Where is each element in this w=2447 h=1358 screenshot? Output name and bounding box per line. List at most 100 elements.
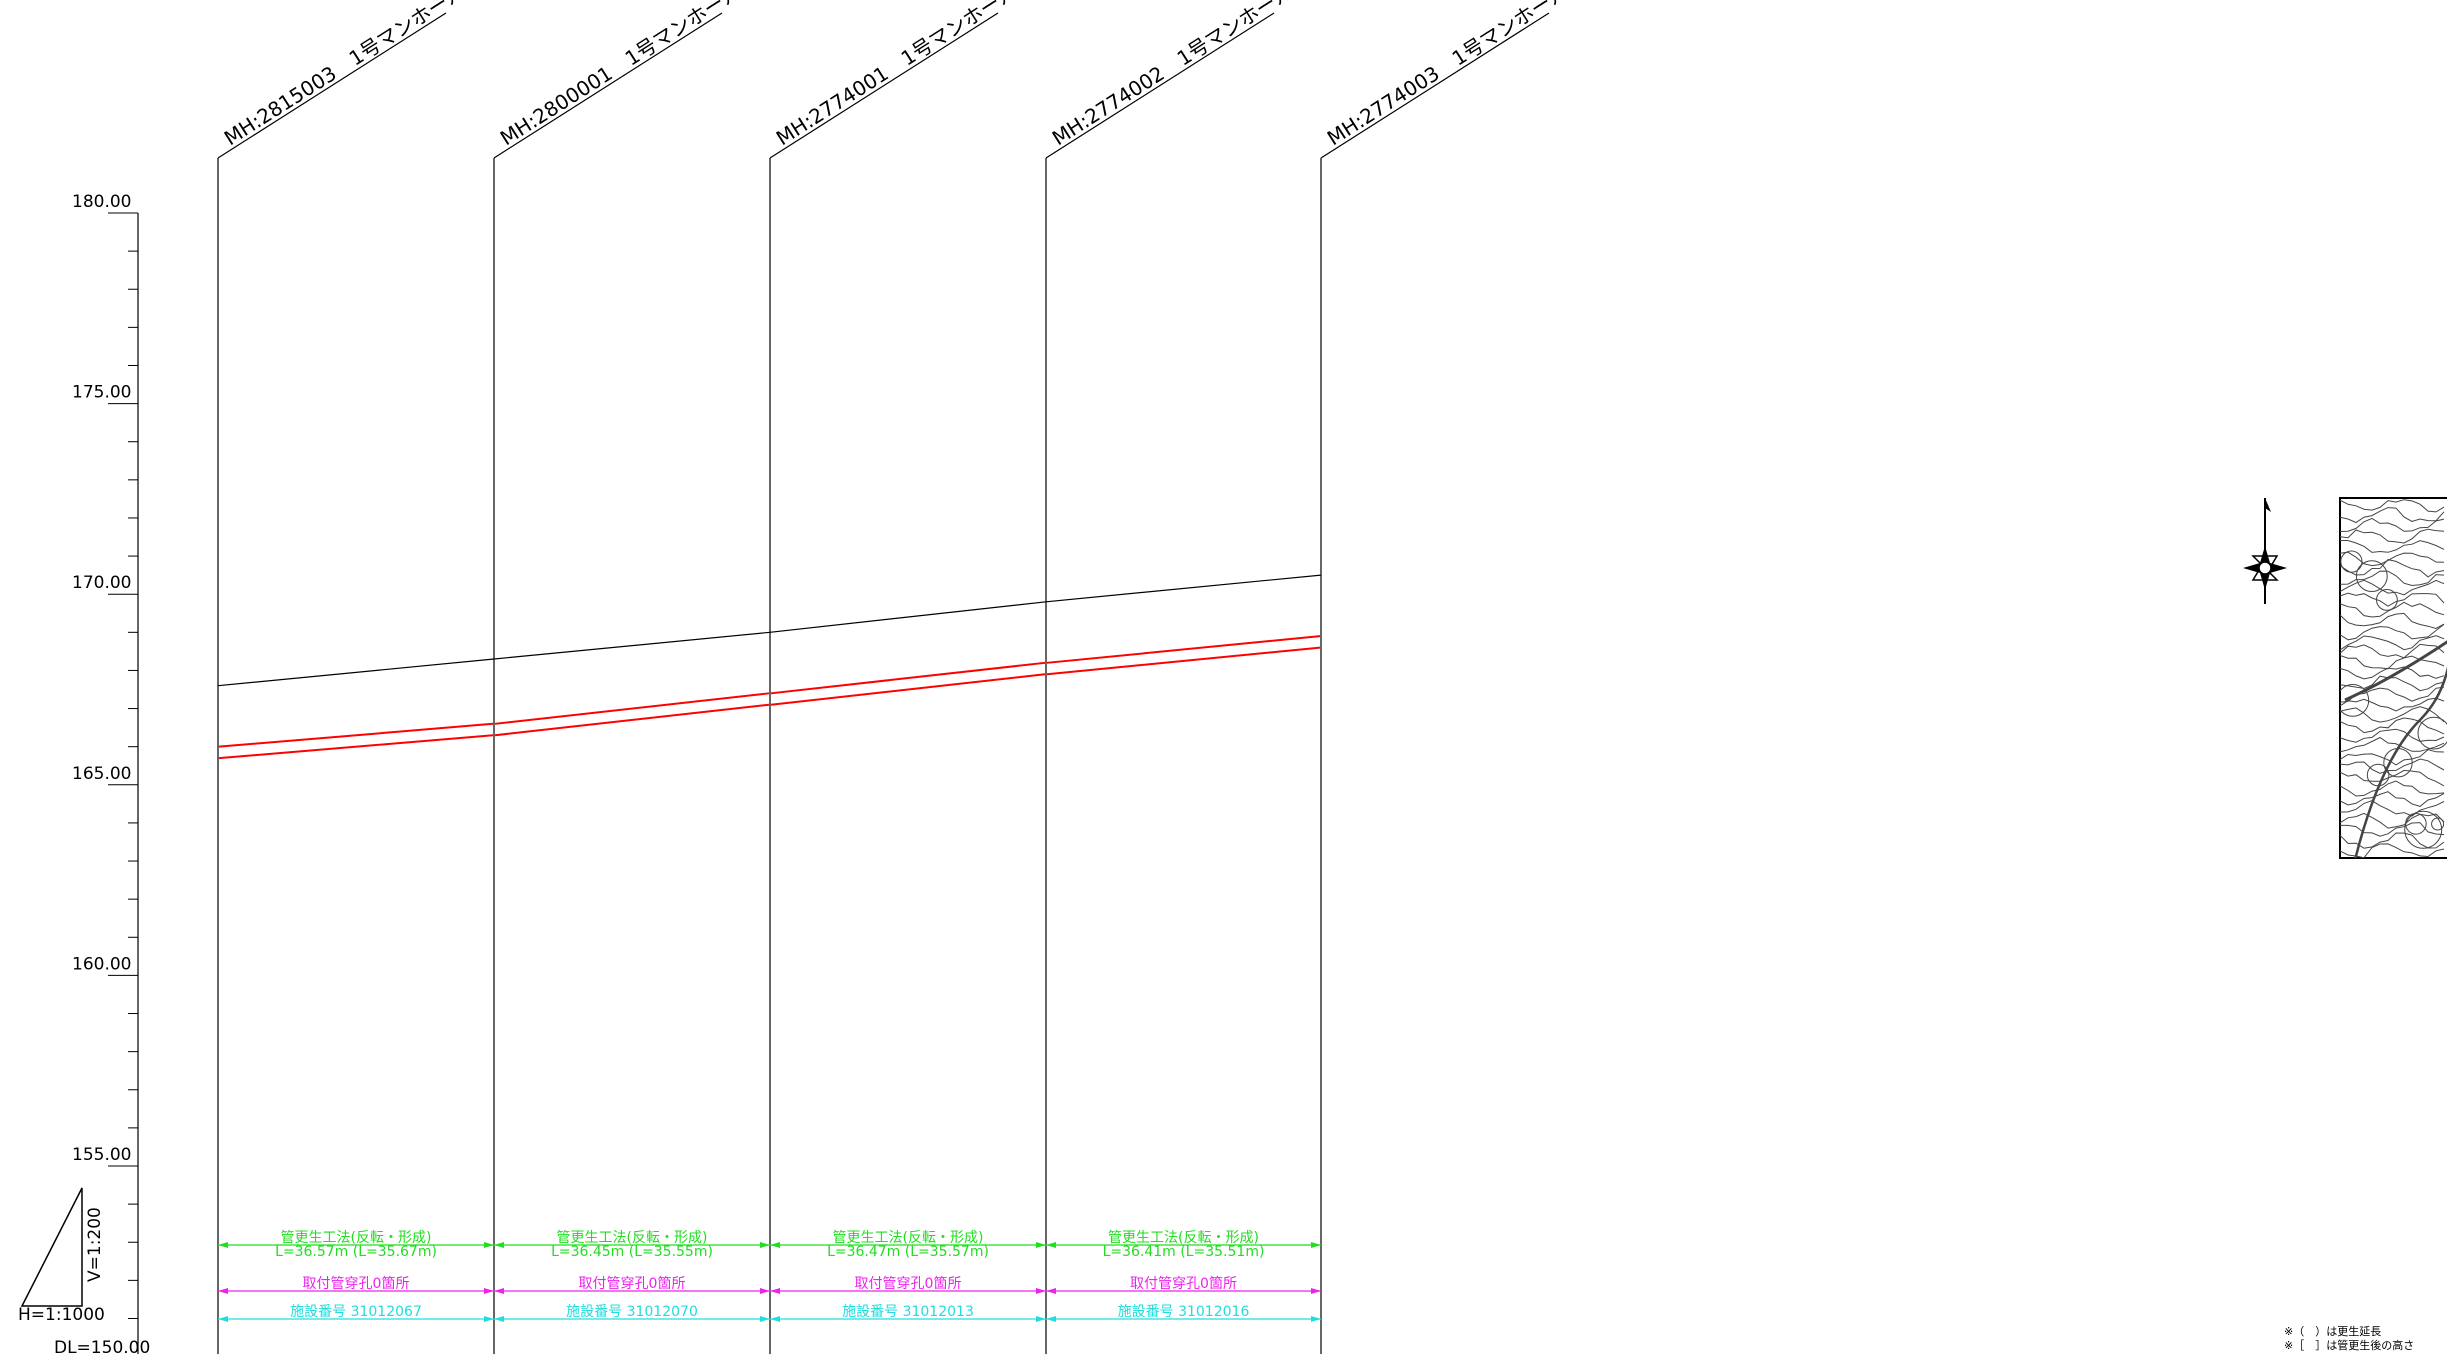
hole-dimension-line-arrow-right [484,1288,494,1294]
pipe-group [218,635,1321,760]
map-contour-line [2340,800,2445,817]
manhole-label: MH:2774002 1号マンホール [1048,0,1298,150]
hole-dimension-line-arrow-left [218,1288,228,1294]
notes: ※（ ）は更生延長 ※［ ］は管更生後の高さ [2284,1324,2414,1352]
method-label: 管更生工法(反転・形成) [281,1230,432,1246]
map-contour-line [2340,697,2445,712]
length-label: L=36.45m (L=35.55m) [551,1244,713,1260]
map-contour-line [2340,624,2445,641]
hole-dimension-line-arrow-right [1311,1288,1321,1294]
facility-dimension-line-arrow-left [494,1316,504,1322]
facility-dimension-line-arrow-right [760,1316,770,1322]
map-contour-ring [2404,810,2443,849]
map-contour-line [2340,540,2445,553]
scale-indicator: V=1:200 H=1:1000 DL=150.00 [18,1187,150,1358]
map-contour-ring [2355,560,2388,592]
pipe-lower-wall [494,703,770,737]
north-arrow-icon [2243,498,2287,604]
holes-label: 取付管穿孔0箇所 [579,1275,686,1292]
map-contour-ring [2431,817,2445,831]
holes-label: 取付管穿孔0箇所 [1130,1275,1237,1292]
map-contour-ring [2417,716,2447,750]
pipe-upper-wall [218,722,494,748]
method-dimension-line-arrow-left [218,1242,228,1248]
horizontal-scale-label: H=1:1000 [18,1305,105,1325]
hole-dimension-line-arrow-left [1046,1288,1056,1294]
manhole-leader-line [769,12,999,159]
map-contour-line [2340,749,2445,766]
hole-dimension-line-arrow-left [770,1288,780,1294]
map-contour-line [2340,507,2445,524]
manhole-leader-line [217,12,447,159]
manhole-leader-line [493,12,723,159]
method-dimension-line-arrow-left [770,1242,780,1248]
axis-tick-label: 155.00 [72,1145,131,1165]
vertical-scale-label: V=1:200 [85,1207,105,1282]
ground-line [217,574,1322,687]
manhole-label: MH:2800001 1号マンホール [496,0,746,150]
elevation-axis: 180.00 175.00 170.00 165.00 160.00 155.00 [72,192,139,1358]
manhole-group: MH:2815003 1号マンホール MH:2800001 1号マンホール MH:2… [217,0,1573,1354]
facility-dimension-line-arrow-left [218,1316,228,1322]
facility-label: 施設番号 31012067 [290,1304,422,1320]
map-contour-line [2340,499,2445,513]
map-contour-ring [2376,589,2398,611]
method-dimension-line-arrow-left [1046,1242,1056,1248]
manhole-label: MH:2774003 1号マンホール [1323,0,1573,150]
hole-dimension-line-arrow-right [760,1288,770,1294]
map-contour-line [2340,822,2445,837]
map-contour-line [2340,592,2445,607]
map-contour-line [2340,517,2445,532]
facility-dimension-line-arrow-left [1046,1316,1056,1322]
map-contour-line [2340,843,2445,858]
map-contour-line [2340,655,2445,670]
method-label: 管更生工法(反転・形成) [833,1230,984,1246]
manhole-label: MH:2815003 1号マンホール [220,0,470,150]
location-map-icon [2339,497,2447,859]
map-contour-line [2340,706,2445,723]
manhole-label: MH:2774001 1号マンホール [772,0,1022,150]
pipe-upper-wall [1046,635,1321,664]
hole-dimension-line-arrow-right [1036,1288,1046,1294]
method-dimension-line-arrow-left [494,1242,504,1248]
map-road [2354,666,2447,858]
method-dimension-line-arrow-right [484,1242,494,1248]
map-contour-line [2340,635,2445,651]
pipe-upper-wall [770,661,1046,695]
holes-label: 取付管穿孔0箇所 [303,1275,410,1292]
map-contour-line [2340,758,2445,774]
length-label: L=36.57m (L=35.67m) [275,1244,437,1260]
facility-dimension-line-arrow-right [1036,1316,1046,1322]
facility-label: 施設番号 31012016 [1118,1304,1250,1320]
map-contour-line [2340,736,2445,753]
facility-label: 施設番号 31012013 [842,1304,974,1320]
map-contour-ring [2340,684,2370,717]
manhole-leader-line [1045,12,1275,159]
facility-label: 施設番号 31012070 [566,1304,698,1320]
facility-dimension-line-arrow-left [770,1316,780,1322]
facility-dimension-line-arrow-right [484,1316,494,1322]
map-contour-line [2340,728,2445,743]
map-contour-ring [2340,550,2363,573]
note-line-2: ※［ ］は管更生後の高さ [2284,1338,2414,1352]
scale-triangle [20,1187,83,1307]
axis-tick-label: 175.00 [72,383,131,403]
map-contour-line [2340,612,2445,630]
datum-label: DL=150.00 [54,1338,150,1354]
hole-dimension-line-arrow-left [494,1288,504,1294]
axis-tick-label: 165.00 [72,764,131,784]
map-contour-line [2340,832,2445,849]
holes-label: 取付管穿孔0箇所 [855,1275,962,1292]
method-label: 管更生工法(反転・形成) [557,1230,708,1246]
map-contour-line [2340,551,2445,567]
pipe-lower-wall [1046,646,1321,676]
map-contour-line [2340,528,2445,544]
map-contour-line [2340,812,2445,829]
method-dimension-line-arrow-right [1311,1242,1321,1248]
method-dimension-line-arrow-right [1036,1242,1046,1248]
dimension-annotations: 管更生工法(反転・形成)L=36.57m (L=35.67m)取付管穿孔0箇所施… [218,1230,1321,1322]
axis-tick-label: 160.00 [72,954,131,974]
map-contour-line [2340,570,2445,587]
map-contour-line [2340,717,2445,735]
